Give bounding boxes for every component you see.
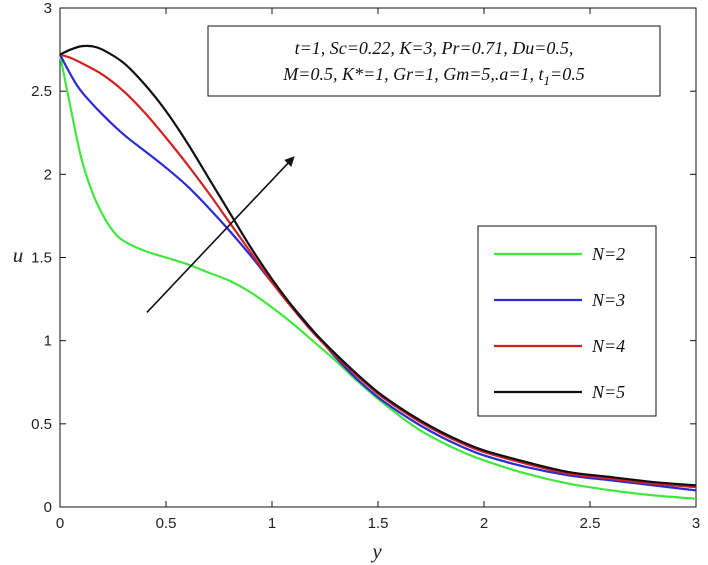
parameter-line-2-main: M=0.5, K*=1, Gr=1, Gm=5,.a=1, t xyxy=(282,64,544,84)
series-line-n-5 xyxy=(59,44,697,487)
legend-entries: N=2 N=3 N=4 N=5 xyxy=(494,244,625,402)
parameter-box-frame xyxy=(207,25,661,97)
legend: N=2 N=3 N=4 N=5 xyxy=(477,225,657,417)
y-tick-label: 2.5 xyxy=(31,83,52,100)
x-tick-label: 1 xyxy=(268,515,276,532)
y-tick-label: 1.5 xyxy=(31,250,52,267)
x-axis-label: y xyxy=(370,539,382,563)
series-line-n-4 xyxy=(59,53,697,489)
axis-ticks xyxy=(59,7,697,508)
y-tick-label: 0.5 xyxy=(31,416,52,433)
series-line-n-2 xyxy=(58,54,697,500)
legend-label: N=3 xyxy=(591,290,625,310)
parameter-box: t=1, Sc=0.22, K=3, Pr=0.71, Du=0.5, M=0.… xyxy=(207,25,661,97)
parameter-line-1: t=1, Sc=0.22, K=3, Pr=0.71, Du=0.5, xyxy=(295,38,574,58)
y-tick-label: 3 xyxy=(44,0,52,17)
legend-label: N=2 xyxy=(591,244,625,264)
parameter-line-2-end: =0.5 xyxy=(550,64,585,84)
series-layer xyxy=(58,44,697,500)
y-tick-label: 2 xyxy=(44,166,52,183)
x-tick-label: 2 xyxy=(480,515,488,532)
legend-frame xyxy=(477,225,657,417)
y-axis-label: u xyxy=(13,243,24,267)
x-tick-labels: 0 0.5 1 1.5 2 2.5 3 xyxy=(56,515,700,532)
parameter-line-2-subscript: 1 xyxy=(544,73,551,88)
x-tick-label: 1.5 xyxy=(368,515,389,532)
legend-label: N=5 xyxy=(591,382,625,402)
x-tick-label: 2.5 xyxy=(580,515,601,532)
y-tick-label: 0 xyxy=(44,499,52,516)
parameter-line-2: M=0.5, K*=1, Gr=1, Gm=5,.a=1, t1=0.5 xyxy=(282,64,584,88)
x-tick-label: 0 xyxy=(56,515,64,532)
x-tick-label: 0.5 xyxy=(156,515,177,532)
legend-label: N=4 xyxy=(591,336,625,356)
x-tick-label: 3 xyxy=(692,515,700,532)
trend-arrow xyxy=(146,156,295,313)
y-tick-label: 1 xyxy=(44,333,52,350)
y-tick-labels: 0 0.5 1 1.5 2 2.5 3 xyxy=(31,0,52,516)
